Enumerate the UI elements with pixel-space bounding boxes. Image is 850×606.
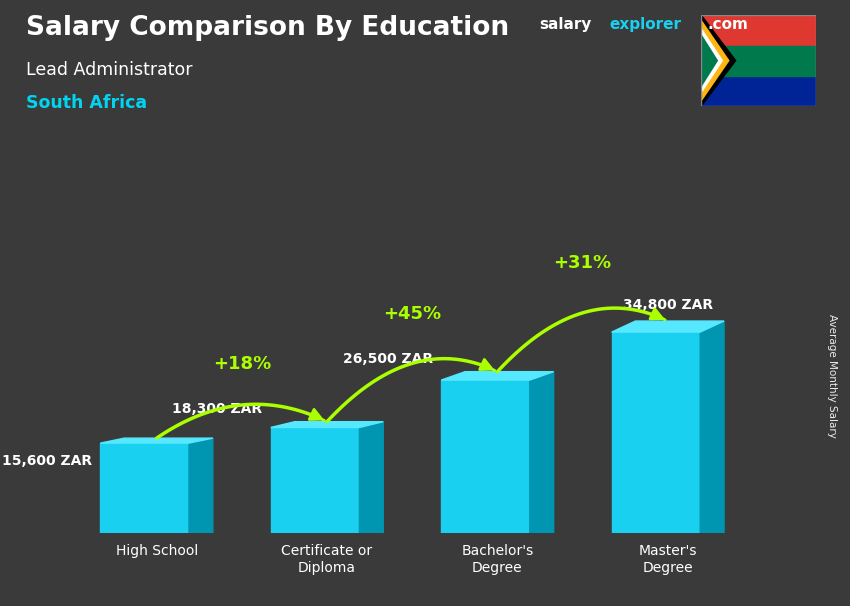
Bar (701, 45, 816, 76)
Polygon shape (360, 422, 383, 533)
Polygon shape (612, 321, 724, 332)
Bar (701, 15, 816, 61)
Polygon shape (441, 371, 553, 380)
Text: +45%: +45% (383, 305, 441, 323)
Bar (100, 443, 189, 533)
Bar (612, 332, 700, 533)
Polygon shape (700, 321, 724, 533)
Text: 18,300 ZAR: 18,300 ZAR (173, 402, 263, 416)
Text: 26,500 ZAR: 26,500 ZAR (343, 352, 433, 366)
Text: 15,600 ZAR: 15,600 ZAR (2, 454, 92, 468)
Text: +31%: +31% (553, 255, 612, 273)
Polygon shape (701, 15, 735, 106)
Polygon shape (271, 422, 383, 427)
Text: Lead Administrator: Lead Administrator (26, 61, 192, 79)
Text: Average Monthly Salary: Average Monthly Salary (827, 314, 837, 438)
Bar (271, 427, 360, 533)
Text: salary: salary (540, 17, 592, 32)
Polygon shape (701, 35, 717, 86)
Text: .com: .com (707, 17, 748, 32)
Text: South Africa: South Africa (26, 94, 146, 112)
Bar (701, 61, 816, 106)
Polygon shape (530, 371, 553, 533)
Polygon shape (701, 28, 722, 92)
Polygon shape (189, 438, 212, 533)
Text: 34,800 ZAR: 34,800 ZAR (623, 298, 713, 312)
Polygon shape (100, 438, 212, 443)
Text: Salary Comparison By Education: Salary Comparison By Education (26, 15, 508, 41)
Bar (441, 380, 530, 533)
Polygon shape (701, 21, 728, 101)
Text: explorer: explorer (609, 17, 682, 32)
Text: +18%: +18% (212, 355, 271, 373)
